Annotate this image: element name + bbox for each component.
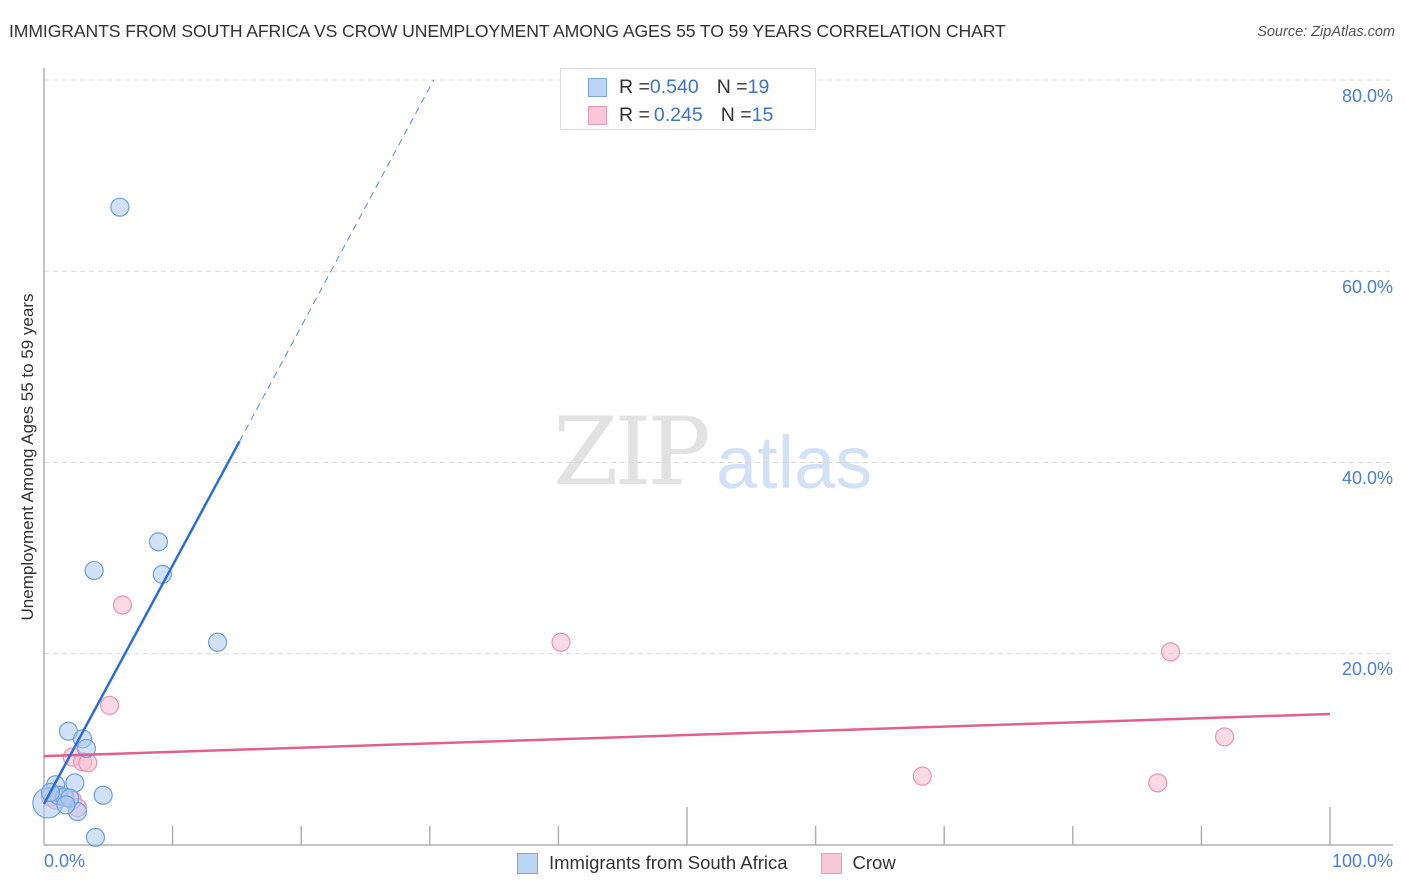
chart-title: IMMIGRANTS FROM SOUTH AFRICA VS CROW UNE… — [9, 21, 1006, 41]
axes — [43, 68, 1393, 846]
data-point-south-africa — [148, 532, 169, 552]
data-point-south-africa — [85, 827, 106, 847]
n-value: 19 — [747, 75, 770, 98]
data-point-crow — [1148, 773, 1168, 793]
data-point-crow — [551, 632, 571, 652]
pink-swatch-icon — [820, 852, 842, 874]
n-label: N = — [716, 75, 748, 98]
y-tick-label-20: 20.0% — [1341, 659, 1393, 679]
data-point-crow — [112, 595, 133, 615]
data-point-south-africa — [208, 632, 228, 652]
data-point-south-africa — [84, 560, 104, 581]
trendlines — [42, 79, 1331, 805]
legend-row-south-africa: R = 0.540 N = 19 — [588, 76, 769, 98]
r-value: 0.540 — [649, 75, 699, 98]
data-point-south-africa — [93, 785, 113, 805]
gridlines — [44, 79, 1393, 655]
data-point-south-africa — [110, 197, 130, 217]
blue-swatch-icon — [517, 852, 538, 874]
legend-row-crow: R = 0.245 N = 15 — [588, 104, 773, 126]
data-point-crow — [1160, 642, 1181, 662]
legend-label-crow: Crow — [852, 852, 896, 873]
trendline-crow — [43, 712, 1331, 758]
trendline-south-africa-extension — [239, 79, 435, 442]
source-credit: Source: ZipAtlas.com — [1257, 24, 1395, 40]
x-tick-label-0: 0.0% — [44, 851, 86, 871]
data-point-crow — [912, 766, 932, 786]
n-value: 15 — [751, 103, 774, 126]
r-label: R = — [619, 75, 650, 98]
r-label: R = — [619, 103, 650, 126]
y-axis-label: Unemployment Among Ages 55 to 59 years — [18, 293, 37, 621]
correlation-legend: R = 0.540 N = 19 R = 0.245 N = 15 — [560, 68, 816, 130]
pink-swatch-icon — [588, 105, 607, 125]
data-point-crow — [1214, 727, 1235, 747]
trendline-south-africa — [42, 440, 241, 805]
series-legend: Immigrants from South Africa Crow — [517, 852, 896, 874]
n-label: N = — [720, 103, 752, 126]
y-tick-label-60: 60.0% — [1341, 277, 1393, 297]
r-value: 0.245 — [653, 103, 703, 126]
data-point-south-africa — [56, 795, 76, 815]
x-tick-label-100: 100.0% — [1331, 851, 1393, 871]
data-points — [32, 197, 1235, 847]
data-point-south-africa — [76, 738, 97, 759]
blue-swatch-icon — [588, 77, 607, 97]
data-point-crow — [99, 695, 120, 715]
y-tick-label-80: 80.0% — [1341, 86, 1393, 106]
y-tick-label-40: 40.0% — [1341, 468, 1393, 488]
legend-label-south-africa: Immigrants from South Africa — [549, 852, 788, 873]
